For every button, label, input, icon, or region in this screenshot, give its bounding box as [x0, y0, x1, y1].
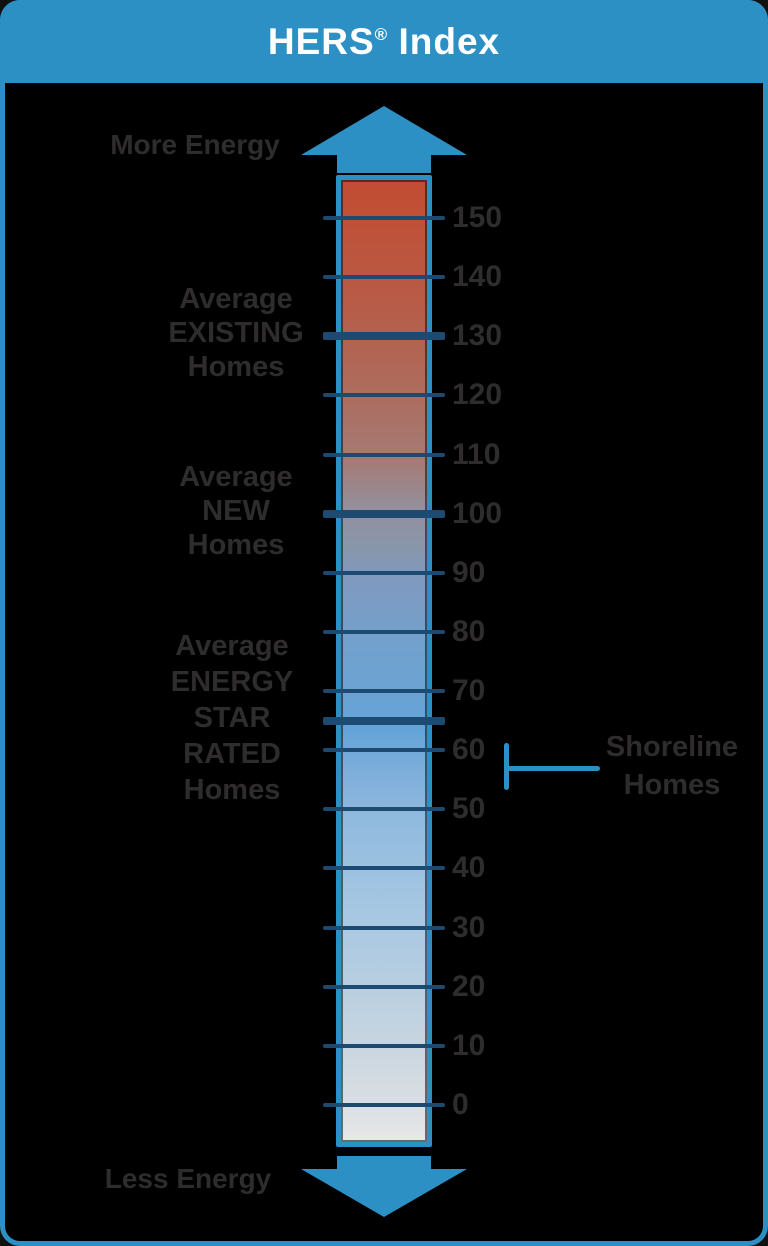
tick-mark — [323, 275, 445, 279]
annotation-line: Less Energy — [104, 1163, 272, 1194]
tick-mark — [323, 571, 445, 575]
annotation-average-existing: Average EXISTING Homes — [66, 282, 406, 384]
tick-label: 70 — [452, 674, 486, 707]
annotation-line: EXISTING — [168, 317, 304, 349]
registered-trademark-symbol: ® — [374, 24, 388, 44]
annotation-line: Shoreline — [605, 731, 739, 763]
tick-label: 110 — [452, 438, 501, 471]
tick-mark — [323, 453, 445, 457]
annotation-line: RATED — [183, 738, 281, 770]
card-header: HERS® Index — [0, 0, 768, 83]
tick-mark-bold — [323, 717, 445, 725]
tick-label: 0 — [452, 1088, 469, 1121]
tick-label: 60 — [452, 733, 486, 766]
annotation-line: Homes — [623, 769, 721, 801]
tick-label: 100 — [452, 497, 503, 530]
tick-label: 150 — [452, 201, 503, 234]
title-main: HERS — [267, 20, 375, 62]
tick-label: 20 — [452, 970, 486, 1003]
annotation-average-energy-star: Average ENERGY STAR RATED Homes — [62, 628, 402, 808]
annotation-shoreline-homes: Shoreline Homes — [502, 728, 768, 804]
tick-mark — [323, 1103, 445, 1107]
annotation-line: Average — [179, 461, 293, 493]
annotation-line: More Energy — [110, 129, 280, 160]
annotation-average-new: Average NEW Homes — [66, 460, 406, 562]
arrow-down-icon — [301, 1169, 467, 1217]
annotation-line: Homes — [187, 529, 285, 561]
tick-mark — [323, 807, 445, 811]
tick-mark — [323, 748, 445, 752]
tick-label: 10 — [452, 1029, 486, 1062]
tick-label: 130 — [452, 319, 503, 352]
tick-mark — [323, 1044, 445, 1048]
tick-label: 90 — [452, 556, 486, 589]
page-title: HERS® Index — [268, 21, 500, 63]
tick-mark — [323, 985, 445, 989]
tick-mark — [323, 926, 445, 930]
arrow-up-stem — [337, 152, 431, 173]
annotation-line: Average — [175, 630, 289, 662]
annotation-more-energy: More Energy — [25, 128, 365, 162]
tick-label: 80 — [452, 615, 486, 648]
arrow-down-stem — [337, 1156, 431, 1171]
annotation-line: Homes — [187, 351, 285, 383]
tick-mark — [323, 630, 445, 634]
tick-label: 30 — [452, 911, 486, 944]
annotation-line: STAR — [193, 702, 271, 734]
title-rest: Index — [387, 20, 501, 62]
arrow-up-icon — [301, 106, 467, 155]
annotation-line: Average — [179, 283, 293, 315]
annotation-less-energy: Less Energy — [18, 1162, 358, 1196]
annotation-line: NEW — [202, 495, 270, 527]
tick-label: 40 — [452, 851, 486, 884]
shoreline-marker-leader — [506, 766, 600, 771]
annotation-line: Homes — [183, 774, 281, 806]
annotation-line: ENERGY — [170, 666, 294, 698]
tick-mark — [323, 689, 445, 693]
tick-mark-bold — [323, 510, 445, 518]
tick-mark — [323, 216, 445, 220]
tick-mark — [323, 393, 445, 397]
tick-mark-bold — [323, 332, 445, 340]
tick-label: 50 — [452, 792, 486, 825]
tick-label: 140 — [452, 260, 503, 293]
tick-mark — [323, 866, 445, 870]
tick-label: 120 — [452, 378, 503, 411]
